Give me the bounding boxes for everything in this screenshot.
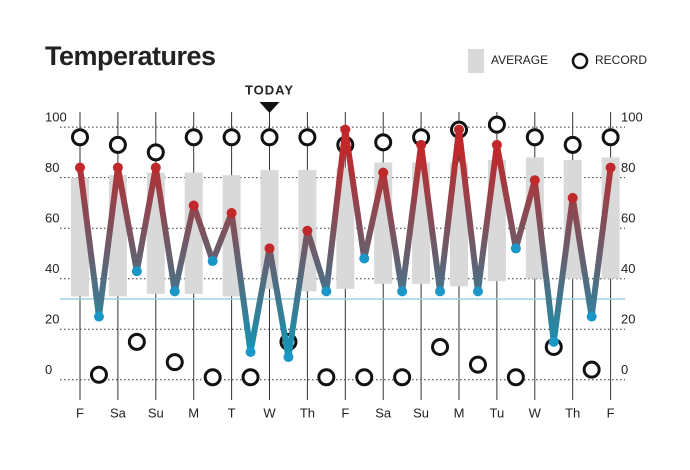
high-dot bbox=[416, 139, 427, 150]
x-tick-label: M bbox=[454, 405, 465, 420]
x-tick-label: Sa bbox=[375, 405, 392, 420]
low-dot bbox=[283, 352, 294, 363]
x-tick-label: Su bbox=[148, 405, 164, 420]
x-tick-label: Su bbox=[413, 405, 429, 420]
average-bar bbox=[184, 172, 203, 294]
low-dot bbox=[510, 243, 521, 254]
record-marker bbox=[241, 368, 260, 387]
y-tick-label: 0 bbox=[621, 362, 628, 377]
record-marker bbox=[431, 337, 450, 356]
high-dot bbox=[340, 124, 351, 135]
high-dot bbox=[75, 162, 85, 173]
x-tick-label: F bbox=[341, 405, 349, 420]
y-tick-label: 60 bbox=[45, 211, 59, 226]
low-dot bbox=[586, 311, 597, 322]
y-tick-label: 20 bbox=[621, 312, 635, 327]
x-tick-label: F bbox=[607, 405, 615, 420]
legend-swatch bbox=[468, 49, 484, 73]
record-marker bbox=[127, 332, 146, 351]
record-marker bbox=[146, 143, 165, 162]
record-marker bbox=[487, 115, 506, 134]
today-arrow bbox=[259, 102, 280, 113]
x-tick-label: W bbox=[263, 405, 276, 420]
low-dot bbox=[207, 256, 218, 267]
x-tick-label: T bbox=[228, 405, 236, 420]
high-dot bbox=[491, 139, 502, 150]
x-tick-label: Th bbox=[565, 405, 580, 420]
high-dot bbox=[264, 243, 275, 254]
low-dot bbox=[548, 336, 559, 347]
record-marker bbox=[468, 355, 487, 374]
low-dot bbox=[359, 253, 370, 264]
high-dot bbox=[454, 124, 464, 135]
record-marker bbox=[582, 360, 601, 379]
low-dot bbox=[93, 311, 104, 322]
low-dot bbox=[397, 286, 408, 297]
low-dot bbox=[131, 266, 142, 277]
high-dot bbox=[378, 167, 389, 178]
record-marker bbox=[317, 368, 336, 387]
record-marker bbox=[260, 128, 279, 147]
record-marker bbox=[89, 365, 108, 384]
x-tick-label: Th bbox=[300, 405, 315, 420]
low-dot bbox=[435, 286, 446, 297]
low-dot bbox=[321, 286, 332, 297]
record-marker bbox=[298, 128, 317, 147]
high-dot bbox=[112, 162, 123, 173]
low-dot bbox=[169, 286, 180, 297]
x-tick-label: Tu bbox=[490, 405, 505, 420]
record-marker bbox=[222, 128, 241, 147]
x-tick-label: W bbox=[529, 405, 542, 420]
y-tick-label: 40 bbox=[45, 261, 59, 276]
high-dot bbox=[188, 200, 199, 211]
y-tick-label: 20 bbox=[45, 312, 59, 327]
high-dot bbox=[567, 192, 578, 203]
y-tick-label: 60 bbox=[621, 211, 635, 226]
low-dot bbox=[472, 286, 483, 297]
record-marker bbox=[374, 133, 393, 152]
average-bar bbox=[336, 167, 355, 289]
y-tick-label: 0 bbox=[45, 362, 52, 377]
legend-swatch bbox=[571, 52, 589, 70]
record-marker bbox=[71, 128, 89, 147]
legend-label: AVERAGE bbox=[491, 53, 548, 67]
record-marker bbox=[165, 353, 184, 372]
x-tick-label: F bbox=[76, 405, 84, 420]
high-dot bbox=[150, 162, 161, 173]
high-dot bbox=[302, 225, 313, 236]
record-marker bbox=[108, 135, 127, 154]
y-tick-label: 40 bbox=[621, 261, 635, 276]
record-marker bbox=[355, 368, 374, 387]
today-label: TODAY bbox=[245, 82, 294, 97]
high-dot bbox=[605, 162, 616, 173]
y-tick-label: 100 bbox=[45, 110, 67, 125]
chart-title: Temperatures bbox=[45, 41, 216, 71]
record-marker bbox=[203, 368, 222, 387]
high-dot bbox=[226, 208, 237, 219]
record-marker bbox=[563, 135, 582, 154]
record-marker bbox=[506, 368, 525, 387]
high-dot bbox=[529, 175, 540, 186]
record-marker bbox=[393, 368, 412, 387]
record-marker bbox=[184, 128, 203, 147]
y-tick-label: 80 bbox=[45, 160, 59, 175]
record-marker bbox=[601, 128, 620, 147]
record-marker bbox=[525, 128, 544, 147]
y-tick-label: 80 bbox=[621, 160, 635, 175]
legend-label: RECORD bbox=[595, 53, 647, 67]
x-tick-label: M bbox=[188, 405, 199, 420]
y-tick-label: 100 bbox=[621, 110, 643, 125]
x-tick-label: Sa bbox=[110, 405, 127, 420]
low-dot bbox=[245, 347, 256, 357]
